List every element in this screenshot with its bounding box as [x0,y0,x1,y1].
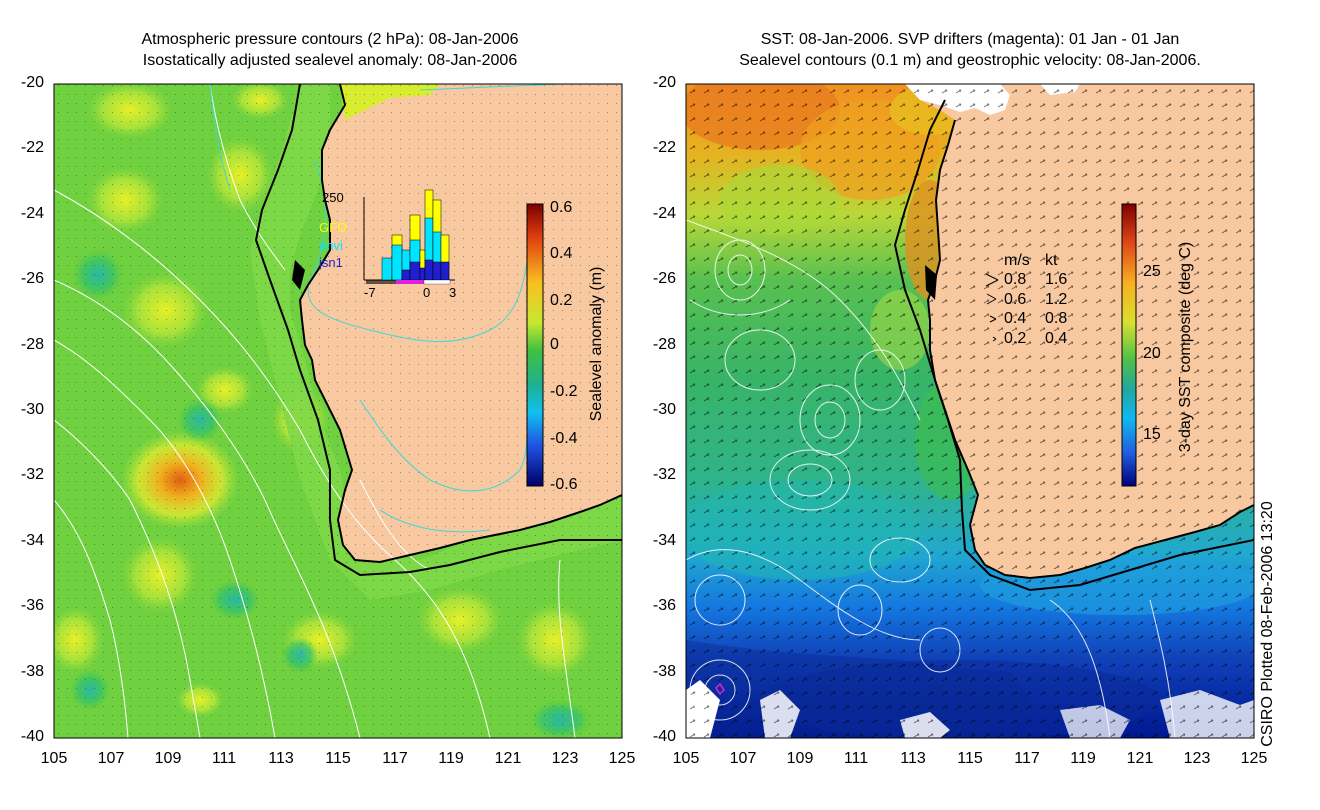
velocity-legend-kt: 1.2 [1045,291,1068,308]
sst-tick: 20 [1143,345,1161,362]
inset-legend-jsn1: jsn1 [319,255,343,270]
y-tick: -32 [20,466,44,483]
x-tick: 105 [40,750,68,767]
y-tick: -26 [20,270,44,287]
sealevel-contours [686,219,1176,738]
x-tick: 121 [494,750,522,767]
sla-tick: 0.4 [550,245,573,262]
y-tick: -24 [20,205,44,222]
y-tick: -30 [20,401,44,418]
y-tick: -22 [652,139,676,156]
left-title-line1: Atmospheric pressure contours (2 hPa): 0… [141,31,519,48]
x-tick: 107 [729,750,757,767]
x-tick: 111 [843,750,869,767]
x-tick: 115 [325,750,351,767]
x-tick: 109 [786,750,814,767]
y-tick: -38 [20,663,44,680]
y-tick: -26 [652,270,676,287]
x-tick: 109 [154,750,182,767]
y-tick: -36 [20,597,44,614]
cyan-contours [209,84,561,533]
sst-tick: 15 [1143,426,1161,443]
x-tick: 113 [268,750,294,767]
svp-drifter-track [715,682,725,696]
sst-colorbar [1121,203,1137,487]
velocity-legend-arrows [985,273,999,342]
sla-tick: 0.2 [550,292,573,309]
right-title-line1: SST: 08-Jan-2006. SVP drifters (magenta)… [760,31,1180,48]
pressure-contours [54,84,576,738]
x-tick: 125 [1240,750,1268,767]
velocity-legend-kt: 1.6 [1045,271,1068,288]
x-tick: 125 [608,750,636,767]
plot-credit: CSIRO Plotted 08-Feb-2006 13:20 [1259,501,1276,747]
y-tick: -24 [652,205,676,222]
sst-tick: 25 [1143,263,1161,280]
right-title-line2: Sealevel contours (0.1 m) and geostrophi… [739,52,1201,69]
x-tick: 121 [1126,750,1154,767]
velocity-legend-ms: 0.2 [1004,330,1027,347]
left-title-line2: Isostatically adjusted sealevel anomaly:… [142,52,518,69]
sst-colorbar-label: 3-day SST composite (deg C) [1177,241,1194,453]
x-tick: 123 [1183,750,1211,767]
y-tick: -40 [20,728,44,745]
x-tick: 105 [672,750,700,767]
y-tick: -30 [652,401,676,418]
y-tick: -20 [20,74,44,91]
x-tick: 117 [1014,750,1040,767]
y-tick: -34 [652,532,676,549]
inset-ymax-label: 250 [322,190,344,205]
x-tick: 115 [957,750,983,767]
y-tick: -38 [652,663,676,680]
x-tick: 107 [97,750,125,767]
sla-tick: 0 [550,336,559,353]
x-tick: 123 [551,750,579,767]
satellite-histogram-inset [363,189,455,285]
inset-legend-envi: envi [319,238,343,253]
y-tick: -40 [652,728,676,745]
y-tick: -32 [652,466,676,483]
inset-xlabel-start: -7 [364,285,376,300]
x-tick: 113 [900,750,926,767]
x-tick: 111 [211,750,237,767]
velocity-legend-ms: 0.6 [1004,291,1027,308]
y-tick: -20 [652,74,676,91]
sla-tick: -0.2 [550,383,578,400]
velocity-legend-kt: 0.8 [1045,310,1068,327]
y-tick: -34 [20,532,44,549]
velocity-legend-ms: 0.4 [1004,310,1027,327]
sla-colorbar-label: Sealevel anomaly (m) [588,266,605,422]
y-tick: -36 [652,597,676,614]
inset-xlabel-end: 3 [449,285,457,300]
x-tick: 119 [1070,750,1096,767]
inset-legend-gfo: GFO [319,220,348,235]
sla-tick: -0.6 [550,476,578,493]
x-tick: 119 [438,750,464,767]
y-tick: -28 [652,336,676,353]
y-tick: -28 [20,336,44,353]
right-sst-map [686,84,1254,738]
velocity-legend-ms-header: m/s [1004,252,1030,269]
velocity-legend-kt-header: kt [1045,252,1058,269]
velocity-legend-kt: 0.4 [1045,330,1068,347]
velocity-legend-ms: 0.8 [1004,271,1027,288]
y-tick: -22 [20,139,44,156]
sla-tick: -0.4 [550,430,578,447]
sla-tick: 0.6 [550,199,573,216]
inset-xlabel-zero: 0 [423,285,431,300]
sealevel-colorbar [526,203,544,487]
histogram-bars [381,189,450,281]
x-tick: 117 [382,750,408,767]
